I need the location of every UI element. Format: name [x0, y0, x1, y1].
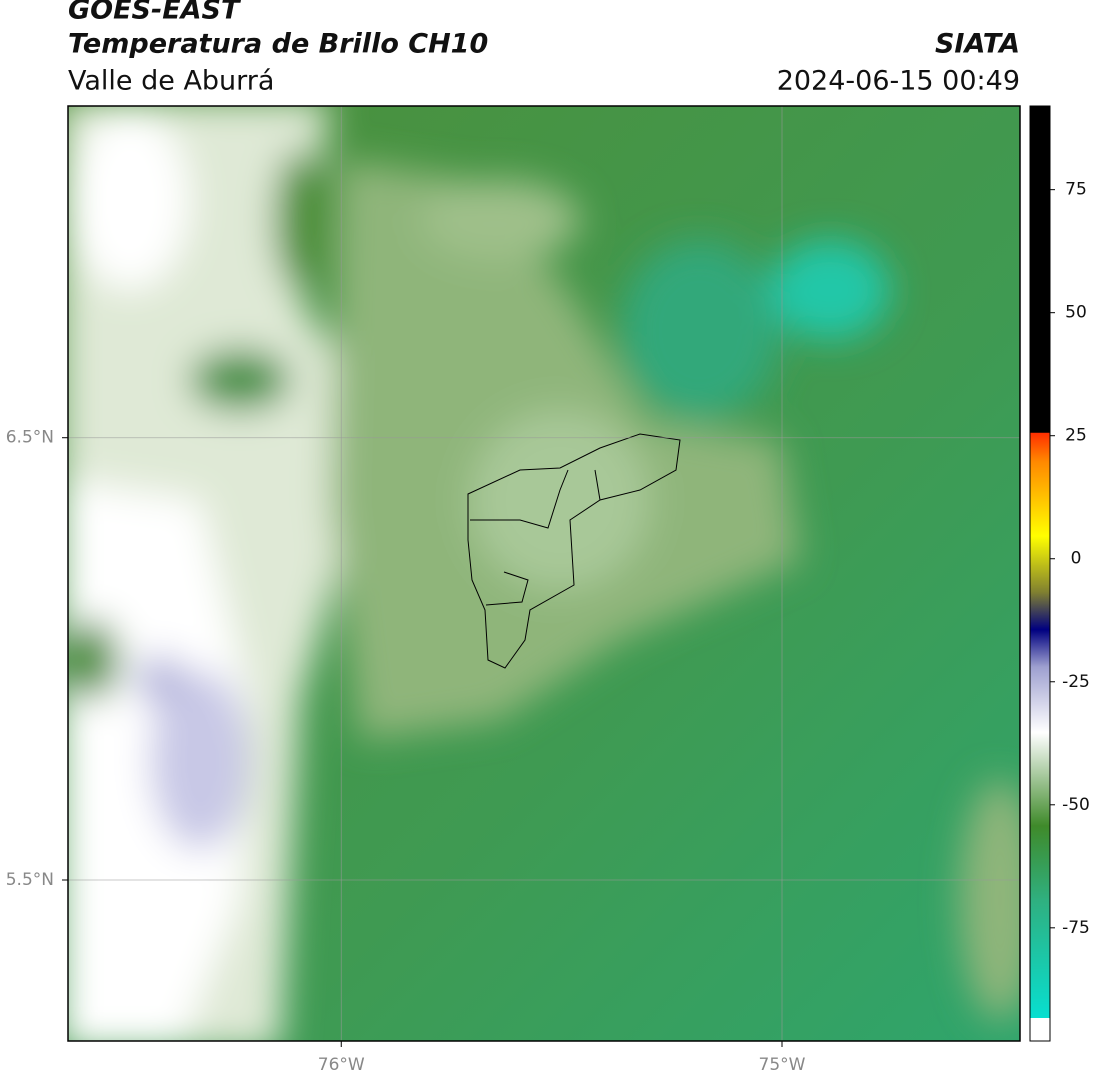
colorbar-tick-label: 25 — [1065, 426, 1087, 446]
colorbar-tick-label: -75 — [1062, 918, 1090, 938]
y-tick-label: 5.5°N — [6, 870, 54, 890]
source: SIATA — [935, 29, 1020, 60]
colorbar-tick-label: 50 — [1065, 303, 1087, 323]
datetime: 2024-06-15 00:49 — [777, 66, 1020, 97]
colorbar-tick-label: 0 — [1071, 549, 1082, 569]
colorbar-tick-label: -25 — [1062, 672, 1090, 692]
x-tick-label: 76°W — [318, 1055, 365, 1075]
location: Valle de Aburrá — [68, 66, 274, 97]
colorbar — [1030, 106, 1050, 1041]
colorbar-under — [1030, 1018, 1050, 1041]
colorbar-tick-label: -50 — [1062, 795, 1090, 815]
colorbar-tick-label: 75 — [1065, 180, 1087, 200]
map-frame — [67, 105, 1021, 1042]
x-tick-label: 75°W — [759, 1055, 806, 1075]
y-tick-label: 6.5°N — [6, 428, 54, 448]
map-image — [68, 106, 1020, 1041]
title: GOES-EAST — [68, 0, 242, 26]
subtitle: Temperatura de Brillo CH10 — [68, 29, 488, 60]
colorbar-frame — [1029, 105, 1051, 1042]
